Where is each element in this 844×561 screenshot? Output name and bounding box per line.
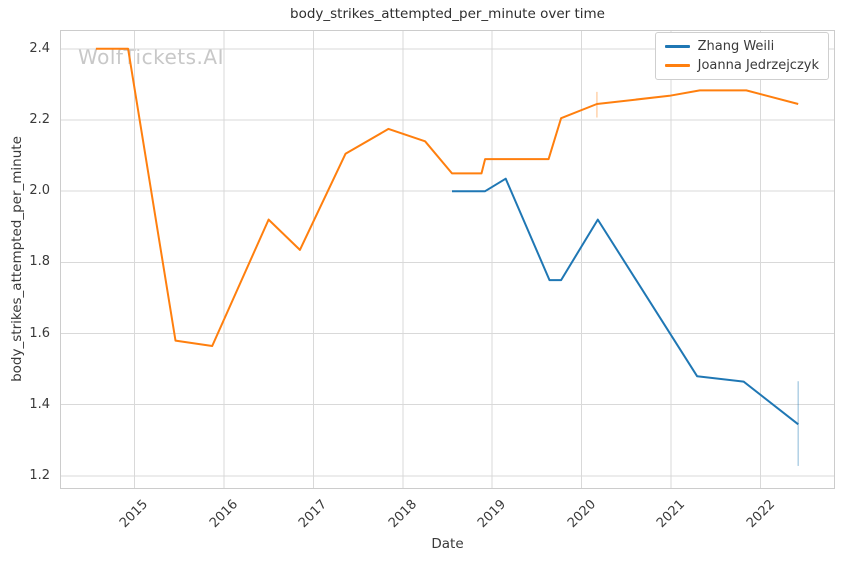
y-tick-label: 1.6 [29, 325, 50, 341]
y-tick-label: 2.0 [29, 183, 50, 199]
legend-item-joanna-jedrzejczyk: Joanna Jedrzejczyk [664, 57, 819, 74]
y-tick-label: 1.4 [29, 396, 50, 412]
legend: Zhang Weili Joanna Jedrzejczyk [654, 32, 829, 80]
x-tick-label: 2021 [654, 496, 689, 532]
x-tick-label: 2019 [475, 496, 510, 532]
x-tick-label: 2018 [385, 496, 420, 532]
series-line-joanna-jedrzejczyk [95, 47, 799, 347]
legend-item-zhang-weili: Zhang Weili [664, 38, 819, 55]
y-tick-label: 1.2 [29, 467, 50, 483]
legend-label: Joanna Jedrzejczyk [697, 58, 819, 73]
y-tick-label: 2.4 [29, 40, 50, 56]
chart-canvas [61, 31, 834, 488]
x-axis-label: Date [431, 536, 464, 552]
legend-label: Zhang Weili [697, 39, 775, 54]
x-tick-label: 2022 [743, 496, 778, 532]
chart-title: body_strikes_attempted_per_minute over t… [290, 6, 605, 22]
series-line-zhang-weili [452, 177, 799, 426]
x-tick-label: 2016 [206, 496, 241, 532]
y-tick-label: 2.2 [29, 111, 50, 127]
legend-line-swatch [664, 64, 690, 67]
y-axis-label: body_strikes_attempted_per_minute [9, 136, 25, 382]
x-tick-label: 2015 [117, 496, 152, 532]
plot-area: WolfTickets.AI Zhang Weili Joanna Jedrze… [60, 30, 835, 489]
y-tick-label: 1.8 [29, 254, 50, 270]
legend-line-swatch [664, 45, 690, 48]
x-tick-label: 2020 [564, 496, 599, 532]
x-tick-label: 2017 [296, 496, 331, 532]
